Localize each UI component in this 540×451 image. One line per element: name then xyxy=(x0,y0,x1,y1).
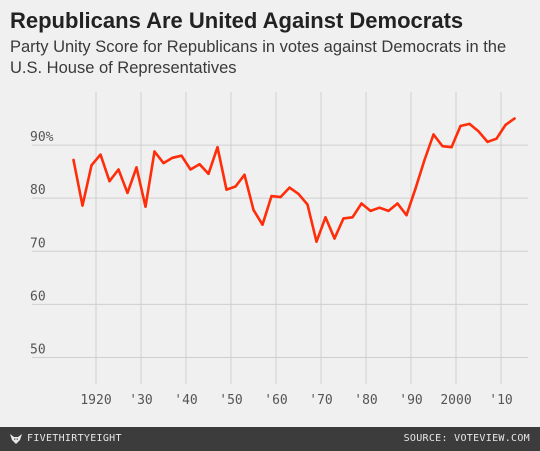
footer-bar: FIVETHIRTYEIGHT SOURCE: VOTEVIEW.COM xyxy=(0,427,540,451)
data-point xyxy=(81,204,84,207)
data-point xyxy=(243,173,246,177)
data-point xyxy=(459,124,462,128)
x-tick-label: '10 xyxy=(489,393,512,408)
data-point xyxy=(324,216,327,219)
data-point xyxy=(207,172,210,175)
y-tick-label: 80 xyxy=(30,183,46,198)
chart-title: Republicans Are United Against Democrats xyxy=(10,8,464,33)
x-tick-label: '90 xyxy=(399,393,422,408)
data-point xyxy=(423,158,426,162)
data-point xyxy=(405,213,408,217)
data-point xyxy=(135,166,138,169)
data-point xyxy=(468,122,471,126)
data-point xyxy=(297,192,300,196)
data-point xyxy=(117,168,120,171)
data-point xyxy=(396,202,399,205)
data-point xyxy=(414,187,417,190)
data-point xyxy=(279,195,282,199)
y-tick-label: 60 xyxy=(30,289,46,304)
line-chart: 50 60 70 80 90% 1920 '30 '40 '50 '60 '70 '80 '90 2000… xyxy=(30,92,528,408)
x-tick-label: '60 xyxy=(264,393,287,408)
x-tick-label: '70 xyxy=(309,393,332,408)
data-point xyxy=(234,185,237,188)
x-tick-label: 2000 xyxy=(440,393,471,408)
data-point xyxy=(108,179,111,183)
x-tick-label: 1920 xyxy=(80,393,111,408)
data-point xyxy=(441,144,444,148)
data-point xyxy=(450,146,453,149)
data-point xyxy=(369,209,372,213)
data-point xyxy=(360,202,363,205)
data-point xyxy=(72,158,75,162)
x-tick-label: '50 xyxy=(219,393,242,408)
data-point xyxy=(126,191,129,195)
data-point xyxy=(306,203,309,206)
chart-subtitle: Party Unity Score for Republicans in vot… xyxy=(10,38,507,77)
data-point xyxy=(504,123,507,127)
logo-text: FIVETHIRTYEIGHT xyxy=(27,433,122,444)
data-point xyxy=(432,133,435,136)
data-point xyxy=(315,240,318,243)
y-tick-label: 70 xyxy=(30,236,46,251)
data-point xyxy=(171,156,174,160)
data-point xyxy=(180,154,183,157)
series-line xyxy=(72,117,516,243)
x-tick-label: '80 xyxy=(354,393,377,408)
data-point xyxy=(342,217,345,220)
x-tick-label: '30 xyxy=(129,393,152,408)
data-point xyxy=(378,206,381,209)
data-point xyxy=(495,137,498,140)
data-point xyxy=(387,209,390,213)
data-point xyxy=(144,205,147,208)
fivethirtyeight-logo: FIVETHIRTYEIGHT xyxy=(10,433,122,444)
data-point xyxy=(351,216,354,219)
data-point xyxy=(90,164,93,167)
y-tick-label: 50 xyxy=(30,342,46,357)
data-point xyxy=(252,208,255,212)
data-point xyxy=(189,168,192,171)
data-point xyxy=(486,140,489,144)
data-point xyxy=(477,130,480,133)
x-tick-label: '40 xyxy=(174,393,197,408)
fox-icon xyxy=(10,433,22,444)
data-point xyxy=(216,146,219,149)
data-point xyxy=(288,186,291,189)
data-point xyxy=(261,223,264,226)
data-point xyxy=(270,194,273,198)
data-point xyxy=(153,150,156,153)
y-tick-label: 90% xyxy=(30,130,54,145)
data-point xyxy=(99,153,102,156)
data-point xyxy=(333,237,336,240)
data-point xyxy=(513,117,516,120)
source-label: SOURCE: VOTEVIEW.COM xyxy=(403,433,530,444)
data-point xyxy=(162,161,165,165)
data-point xyxy=(198,163,201,166)
data-point xyxy=(225,188,228,191)
